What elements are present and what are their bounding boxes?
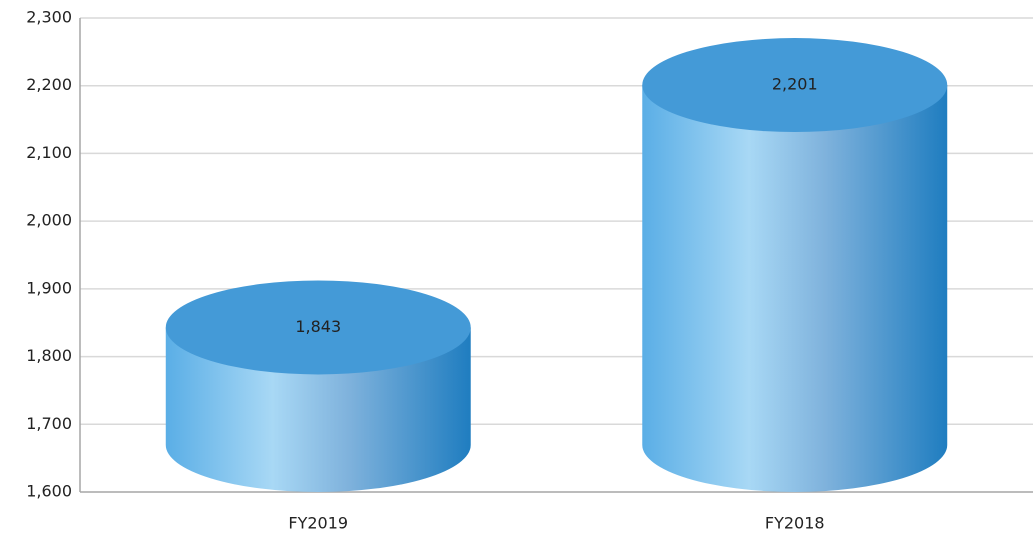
cylinder-body <box>165 327 471 492</box>
cylinder-top <box>642 38 948 133</box>
cylinder <box>642 38 948 492</box>
data-label: 2,201 <box>772 75 818 94</box>
x-tick-label: FY2018 <box>765 514 825 533</box>
y-tick-label: 1,900 <box>26 278 72 297</box>
y-tick-label: 2,000 <box>26 211 72 230</box>
y-tick-label: 1,800 <box>26 346 72 365</box>
y-tick-label: 1,700 <box>26 414 72 433</box>
y-tick-label: 2,200 <box>26 75 72 94</box>
y-tick-label: 1,600 <box>26 482 72 501</box>
y-tick-label: 2,300 <box>26 8 72 27</box>
cylinder-body <box>642 85 948 492</box>
x-tick-label: FY2019 <box>288 514 348 533</box>
y-tick-label: 2,100 <box>26 143 72 162</box>
cylinder-top <box>165 280 471 375</box>
cylinder <box>165 280 471 492</box>
data-label: 1,843 <box>295 317 341 336</box>
